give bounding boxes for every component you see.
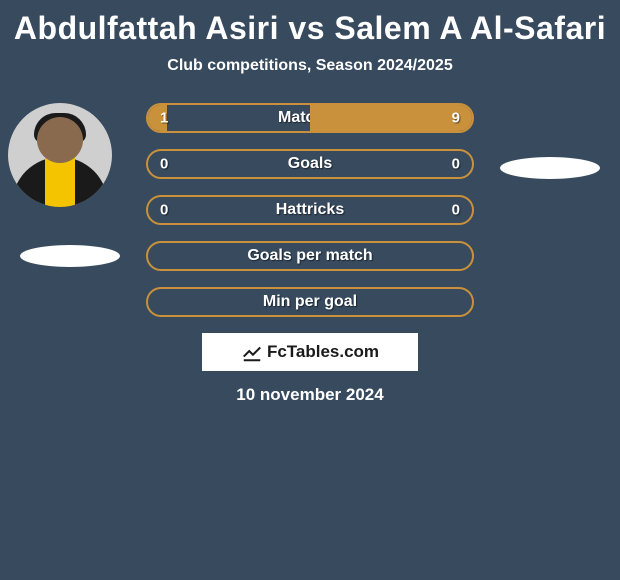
watermark: FcTables.com <box>202 333 418 371</box>
stat-value-right: 0 <box>452 156 460 173</box>
date: 10 november 2024 <box>10 385 610 405</box>
stat-row-hattricks: 0 Hattricks 0 <box>146 195 474 225</box>
watermark-text: FcTables.com <box>267 342 379 362</box>
stat-label: Min per goal <box>263 293 357 311</box>
stat-label: Goals per match <box>247 247 372 265</box>
stat-row-goals: 0 Goals 0 <box>146 149 474 179</box>
stat-row-goals-per-match: Goals per match <box>146 241 474 271</box>
subtitle: Club competitions, Season 2024/2025 <box>0 57 620 75</box>
chart-icon <box>241 341 263 363</box>
main-area: 1 Matches 9 0 Goals 0 0 Hattricks 0 <box>0 103 620 405</box>
stat-value-left: 0 <box>160 156 168 173</box>
stat-value-left: 1 <box>160 110 168 127</box>
page-title: Abdulfattah Asiri vs Salem A Al-Safari <box>0 10 620 47</box>
stat-row-matches: 1 Matches 9 <box>146 103 474 133</box>
stat-value-left: 0 <box>160 202 168 219</box>
player-left-avatar <box>8 103 112 207</box>
stat-label: Goals <box>288 155 332 173</box>
stats-list: 1 Matches 9 0 Goals 0 0 Hattricks 0 <box>146 103 474 317</box>
stat-label: Hattricks <box>276 201 344 219</box>
stat-value-right: 9 <box>452 110 460 127</box>
stat-row-min-per-goal: Min per goal <box>146 287 474 317</box>
comparison-card: Abdulfattah Asiri vs Salem A Al-Safari C… <box>0 0 620 405</box>
stat-fill-right <box>310 105 472 131</box>
stat-value-right: 0 <box>452 202 460 219</box>
player-left-flag <box>20 245 120 267</box>
player-right-flag <box>500 157 600 179</box>
